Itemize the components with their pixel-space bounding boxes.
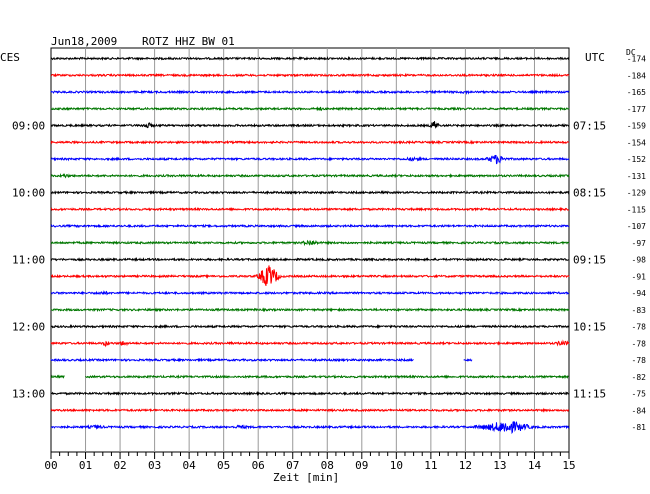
x-tick-label: 09 — [355, 459, 368, 472]
dc-offset-label: -75 — [632, 390, 647, 399]
dc-offset-label: -154 — [627, 138, 646, 147]
dc-offset-label: -131 — [627, 172, 646, 181]
right-time-label: 11:15 — [573, 388, 606, 401]
dc-offset-label: -78 — [632, 339, 647, 348]
trace-row-5 — [50, 139, 570, 145]
trace-row-10 — [50, 223, 570, 229]
trace-row-13 — [51, 265, 570, 287]
vertical-gridlines — [85, 48, 535, 452]
x-tick-label: 01 — [79, 459, 92, 472]
station-label: ROTZ HHZ BW 01 — [142, 35, 235, 48]
dc-offset-label: -98 — [632, 256, 647, 265]
trace-row-16 — [50, 323, 570, 330]
dc-offset-label: -83 — [632, 306, 647, 315]
x-tick-label: 07 — [286, 459, 299, 472]
dc-offset-label: -129 — [627, 189, 646, 198]
trace-row-18 — [463, 358, 473, 362]
right-time-labels: 07:15 08:15 09:15 10:15 11:15 — [573, 120, 606, 401]
left-timezone-label: CES — [0, 51, 20, 64]
right-time-label: 10:15 — [573, 321, 606, 334]
seismogram-traces — [50, 55, 570, 435]
trace-row-22 — [50, 420, 570, 435]
dc-offset-label: -94 — [632, 289, 647, 298]
dc-offset-label: -107 — [627, 222, 646, 231]
trace-row-7 — [50, 173, 570, 179]
trace-row-19 — [50, 374, 65, 379]
dc-offset-label: -91 — [632, 272, 647, 281]
trace-row-20 — [50, 390, 570, 397]
x-tick-label: 14 — [528, 459, 542, 472]
dc-offset-label: -97 — [632, 239, 647, 248]
x-tick-label: 05 — [217, 459, 230, 472]
dc-offset-label: -159 — [627, 122, 646, 131]
trace-row-0 — [50, 55, 570, 61]
trace-row-18 — [50, 357, 414, 363]
dc-offset-label: -115 — [627, 205, 646, 214]
x-tick-label: 08 — [321, 459, 334, 472]
left-time-label: 09:00 — [12, 120, 45, 133]
left-time-label: 13:00 — [12, 388, 45, 401]
dc-offset-label: -184 — [627, 71, 646, 80]
x-axis-ticks — [50, 452, 570, 459]
x-tick-label: 13 — [493, 459, 506, 472]
x-axis-label: Zeit [min] — [273, 471, 339, 484]
dc-offset-labels: -174 -184 -165 -177 -159 -154 -152 -131 -129 -115… — [627, 55, 646, 433]
x-tick-label: 02 — [113, 459, 126, 472]
trace-row-11 — [50, 239, 570, 247]
dc-offset-label: -82 — [632, 373, 647, 382]
x-tick-label: 00 — [44, 459, 57, 472]
date-label: Jun18,2009 — [51, 35, 117, 48]
dc-offset-label: -165 — [627, 88, 646, 97]
left-time-label: 10:00 — [12, 187, 45, 200]
trace-row-8 — [50, 189, 570, 196]
dc-offset-label: -152 — [627, 155, 646, 164]
right-time-label: 07:15 — [573, 120, 606, 133]
x-tick-label: 11 — [424, 459, 437, 472]
trace-row-2 — [50, 89, 570, 96]
dc-offset-label: -177 — [627, 105, 646, 114]
x-tick-label: 15 — [562, 459, 575, 472]
right-time-label: 09:15 — [573, 254, 606, 267]
left-time-label: 12:00 — [12, 321, 45, 334]
x-tick-label: 10 — [390, 459, 403, 472]
dc-offset-label: -78 — [632, 356, 647, 365]
dc-offset-label: -81 — [632, 423, 647, 432]
trace-row-6 — [50, 154, 570, 165]
trace-row-9 — [50, 206, 569, 212]
x-tick-label: 06 — [252, 459, 265, 472]
trace-row-4 — [50, 121, 569, 129]
left-time-label: 11:00 — [12, 254, 45, 267]
right-time-label: 08:15 — [573, 187, 606, 200]
dc-offset-label: -174 — [627, 55, 646, 64]
trace-row-12 — [50, 256, 570, 263]
trace-row-3 — [50, 106, 570, 112]
right-timezone-label: UTC — [585, 51, 605, 64]
trace-row-14 — [51, 290, 570, 296]
trace-row-15 — [50, 307, 570, 313]
dc-offset-label: -84 — [632, 406, 647, 415]
trace-row-21 — [50, 407, 569, 413]
dc-label: DC — [626, 48, 636, 57]
x-tick-label: 03 — [148, 459, 161, 472]
trace-row-1 — [50, 72, 570, 78]
x-tick-labels: 00 01 02 03 04 05 06 07 08 09 10 11 12 13 14 15 — [44, 459, 575, 472]
trace-row-19 — [85, 374, 569, 380]
x-tick-label: 04 — [183, 459, 197, 472]
x-tick-label: 12 — [459, 459, 472, 472]
left-time-labels: 09:00 10:00 11:00 12:00 13:00 — [12, 120, 45, 401]
trace-row-17 — [50, 339, 570, 348]
dc-offset-label: -78 — [632, 323, 647, 332]
